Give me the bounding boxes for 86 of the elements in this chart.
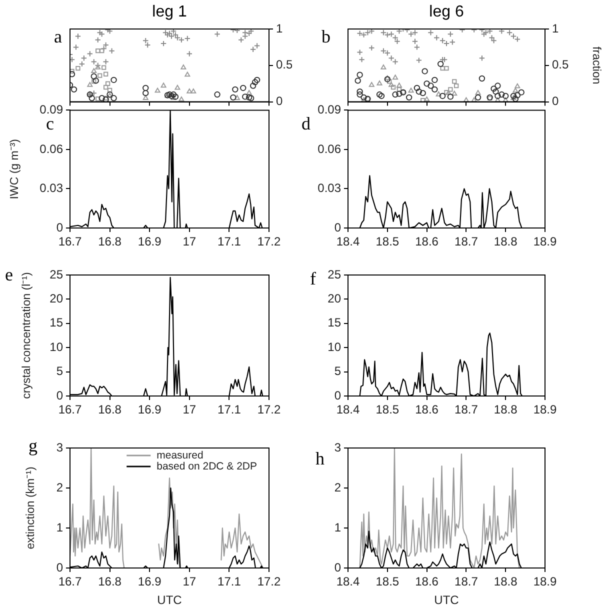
chart-title: leg 6 <box>429 3 464 20</box>
chart-title: leg 1 <box>152 3 187 20</box>
y-tick-label: 1 <box>56 520 64 534</box>
y-tick-label: 0 <box>334 388 342 402</box>
x-tick-label: 18.5 <box>376 574 400 589</box>
x-axis-title: UTC <box>434 593 460 608</box>
x-tick-label: 17.2 <box>257 234 281 249</box>
y-tick-label: 3 <box>56 440 64 454</box>
y-tick-label: 20 <box>50 292 64 306</box>
x-tick-label: 18.6 <box>415 402 439 417</box>
x-tick-label: 18.9 <box>533 574 557 589</box>
y-tick-label: 10 <box>50 340 64 354</box>
y-tick-label: 10 <box>328 340 342 354</box>
x-tick-label: 16.8 <box>98 574 122 589</box>
y-tick-label: 0.5 <box>552 58 570 72</box>
y-tick-label: 0.03 <box>40 181 64 196</box>
x-tick-label: 18.4 <box>336 402 360 417</box>
y-tick-label: 25 <box>50 267 64 282</box>
x-tick-label: 18.6 <box>415 234 439 249</box>
x-tick-label: 18.8 <box>494 402 518 417</box>
x-tick-label: 16.9 <box>138 402 162 417</box>
y-tick-label: 2 <box>334 480 342 494</box>
x-tick-label: 18.6 <box>415 574 439 589</box>
x-tick-label: 17.1 <box>218 574 242 589</box>
y-tick-label: 0 <box>552 94 559 108</box>
x-tick-label: 18.5 <box>376 402 400 417</box>
text: e <box>5 264 13 285</box>
y-tick-label: 0 <box>56 388 64 402</box>
x-tick-label: 17 <box>182 402 196 417</box>
y-tick-label: 0 <box>334 560 342 574</box>
y-tick-label: 20 <box>328 292 342 306</box>
x-tick-label: 18.8 <box>494 574 518 589</box>
y-tick-label: 25 <box>328 267 342 282</box>
x-tick-label: 16.7 <box>58 574 82 589</box>
legend-label: measured <box>156 449 204 462</box>
y-tick-label: 0 <box>56 560 64 574</box>
x-tick-label: 18.4 <box>336 574 360 589</box>
x-tick-label: 16.9 <box>138 234 162 249</box>
text: a <box>54 26 62 47</box>
x-tick-label: 16.8 <box>98 402 122 417</box>
x-tick-label: 18.7 <box>454 574 478 589</box>
x-tick-label: 18.8 <box>494 234 518 249</box>
y-axis-title: extinction (km⁻¹) <box>25 466 38 550</box>
x-axis-title: UTC <box>157 593 182 608</box>
x-tick-label: 18.4 <box>336 234 360 249</box>
y-tick-label: 1 <box>276 21 283 36</box>
y-tick-label: 2 <box>56 480 64 494</box>
x-tick-label: 16.9 <box>138 574 162 589</box>
y-axis-title: fraction <box>590 46 602 84</box>
text: b <box>322 26 330 47</box>
y-tick-label: 0 <box>276 94 283 108</box>
x-tick-label: 16.8 <box>98 234 122 249</box>
y-tick-label: 0.5 <box>276 58 294 72</box>
y-axis-title: IWC (g m⁻³) <box>9 138 22 200</box>
y-tick-label: 3 <box>334 440 342 454</box>
x-tick-label: 18.9 <box>533 234 557 249</box>
text: g <box>28 436 38 456</box>
y-tick-label: 0.03 <box>318 181 342 196</box>
y-axis-title: crystal concentration (l⁻¹) <box>21 272 34 399</box>
y-tick-label: 5 <box>334 364 342 378</box>
y-tick-label: 0.06 <box>40 142 64 156</box>
x-tick-label: 17.1 <box>218 402 242 417</box>
y-tick-label: 15 <box>50 316 64 330</box>
x-tick-label: 17.1 <box>218 234 242 249</box>
x-tick-label: 17 <box>182 574 196 589</box>
x-tick-label: 18.7 <box>454 234 478 249</box>
y-tick-label: 0.09 <box>318 102 342 117</box>
y-tick-label: 0.06 <box>318 142 342 156</box>
x-tick-label: 18.5 <box>376 234 400 249</box>
legend-label: based on 2DC & 2DP <box>156 460 258 472</box>
y-tick-label: 15 <box>328 316 342 330</box>
x-tick-label: 17.2 <box>257 574 281 589</box>
y-tick-label: 1 <box>552 21 559 36</box>
x-tick-label: 18.7 <box>454 402 478 417</box>
x-tick-label: 18.9 <box>533 402 557 417</box>
text: f <box>310 268 316 289</box>
x-tick-label: 17.2 <box>257 402 281 417</box>
y-tick-label: 5 <box>56 364 64 378</box>
text: h <box>316 448 324 469</box>
text: d <box>302 114 310 134</box>
y-tick-label: 0 <box>56 220 64 234</box>
y-tick-label: 1 <box>334 520 342 534</box>
y-tick-label: 0 <box>334 220 342 234</box>
x-tick-label: 17 <box>182 234 196 249</box>
x-tick-label: 16.7 <box>58 234 82 249</box>
x-tick-label: 16.7 <box>58 402 82 417</box>
